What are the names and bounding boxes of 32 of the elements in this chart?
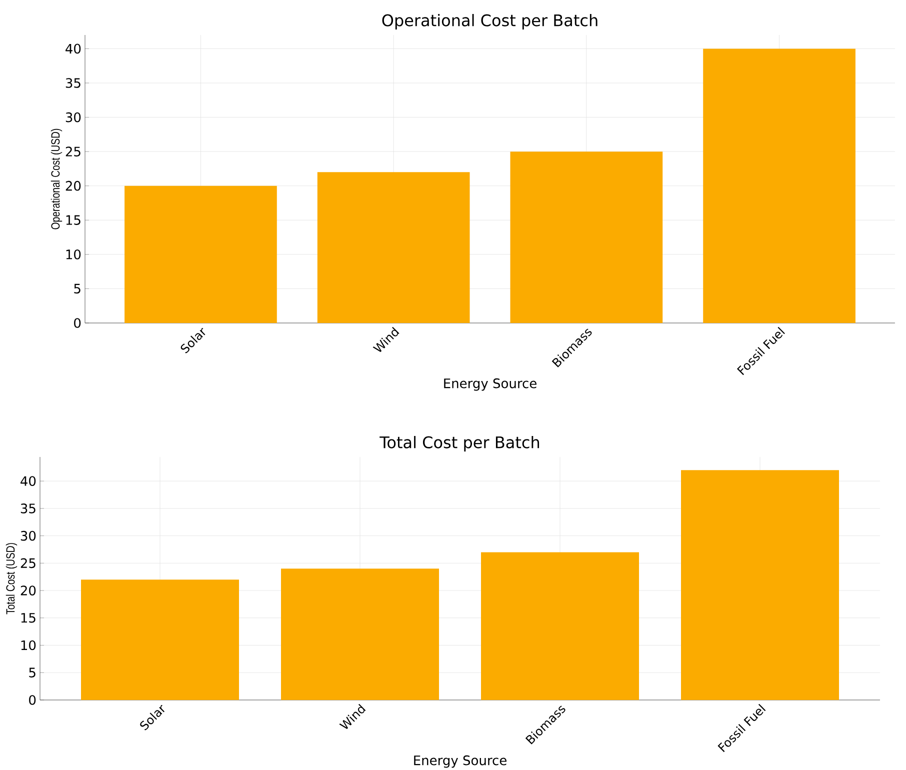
bar <box>124 186 277 323</box>
y-tick-label: 25 <box>20 558 36 568</box>
y-tick-label: 35 <box>20 504 36 514</box>
x-axis-title: Energy Source <box>414 755 506 768</box>
y-tick-label: 40 <box>20 476 36 486</box>
y-tick-label: 20 <box>20 586 36 596</box>
x-axis-title: Energy Source <box>444 378 536 391</box>
y-tick-label: 40 <box>66 44 81 54</box>
bar <box>681 470 839 700</box>
y-tick-label: 15 <box>21 613 36 623</box>
y-axis-title: Total Cost (USD) <box>6 543 18 614</box>
y-tick-label: 10 <box>21 640 36 650</box>
y-tick-label: 15 <box>66 215 80 225</box>
bar <box>81 580 240 700</box>
y-axis-title: Operational Cost (USD) <box>50 128 62 230</box>
chart-title: Operational Cost per Batch <box>382 14 598 30</box>
bar <box>703 48 856 323</box>
y-tick-label: 30 <box>20 530 36 541</box>
bar <box>510 152 663 323</box>
bar <box>281 568 440 700</box>
y-tick-label: 5 <box>74 284 80 294</box>
bar <box>481 552 640 700</box>
chart-title: Total Cost per Batch <box>380 436 540 452</box>
y-tick-label: 10 <box>66 250 81 260</box>
bar <box>317 172 470 323</box>
y-tick-label: 5 <box>29 668 36 678</box>
y-tick-label: 25 <box>66 146 80 156</box>
y-tick-label: 0 <box>29 695 36 705</box>
y-tick-label: 20 <box>66 180 81 191</box>
y-tick-label: 35 <box>66 78 80 88</box>
y-tick-label: 0 <box>74 318 81 328</box>
y-tick-label: 30 <box>66 112 81 122</box>
